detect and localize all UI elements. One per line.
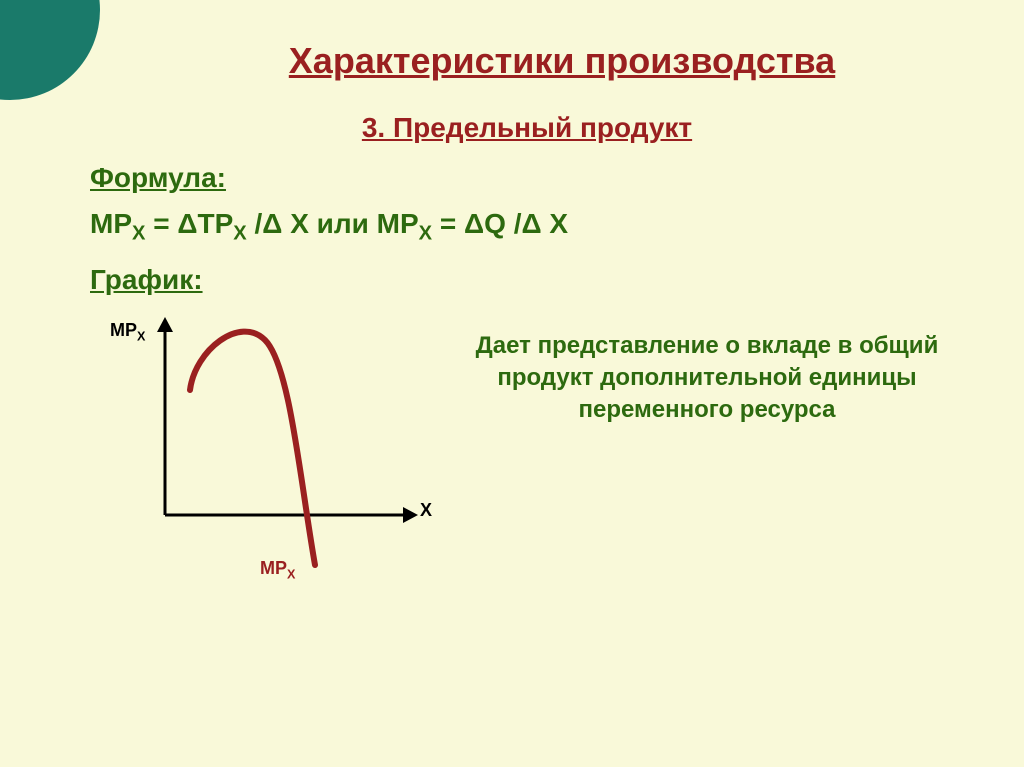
lower-row: MPX X MPX Дает представление о вкладе в … [90, 310, 964, 590]
slide-title: Характеристики производства [160, 40, 964, 82]
y-axis-label: MPX [110, 320, 145, 344]
chart-svg [90, 310, 450, 590]
slide-subtitle: 3. Предельный продукт [90, 112, 964, 144]
formula-label: Формула: [90, 162, 964, 194]
graph-label: График: [90, 264, 964, 296]
x-axis-arrow [403, 507, 418, 523]
chart-description: Дает представление о вкладе в общий прод… [450, 310, 964, 427]
curve-label: MPX [260, 558, 295, 582]
slide-content: Характеристики производства 3. Предельны… [0, 0, 1024, 767]
chart-container: MPX X MPX [90, 310, 450, 590]
x-axis-label: X [420, 500, 432, 521]
formula-text: MPX = ΔTPX /Δ X или MPX = ΔQ /Δ X [90, 208, 964, 246]
mp-curve [190, 331, 315, 564]
y-axis-arrow [157, 317, 173, 332]
